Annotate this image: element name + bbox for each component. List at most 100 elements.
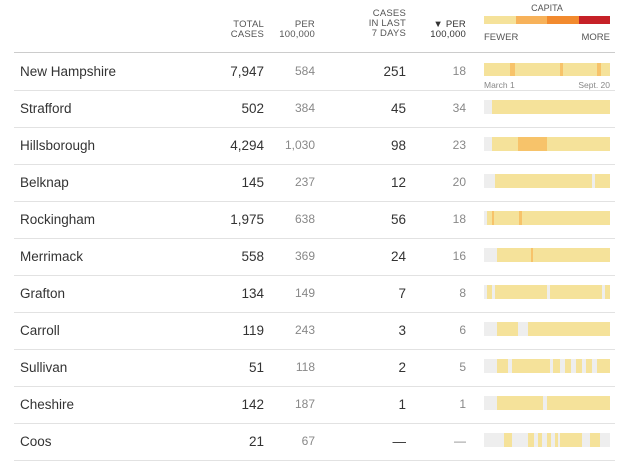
table-row: Hillsborough 4,294 1,030 98 23 bbox=[14, 127, 615, 165]
row-heat-strip bbox=[484, 359, 610, 373]
row-per-100k: 584 bbox=[294, 64, 315, 78]
row-cases-last-7-days: 7 bbox=[398, 286, 406, 301]
heat-strip-segment bbox=[504, 433, 512, 447]
table-row: Belknap 145 237 12 20 bbox=[14, 164, 615, 202]
col-per7-line1: ▼ PER bbox=[433, 19, 466, 30]
row-total-cases: 51 bbox=[248, 360, 264, 375]
heat-strip-segment bbox=[592, 359, 598, 373]
heat-strip-segment bbox=[491, 211, 495, 225]
row-total-cases: 4,294 bbox=[230, 138, 264, 153]
heat-strip-segment bbox=[510, 63, 515, 76]
row-cases-last-7-days: 1 bbox=[398, 397, 406, 412]
row-heat-strip bbox=[484, 285, 610, 299]
heat-strip-segment bbox=[549, 285, 603, 299]
row-total-cases: 1,975 bbox=[230, 212, 264, 227]
col-total-line1: TOTAL bbox=[233, 19, 264, 30]
row-cases-last-7-days: 251 bbox=[383, 64, 406, 79]
heat-strip-segment bbox=[496, 322, 518, 336]
heat-strip-segment bbox=[511, 359, 550, 373]
row-cases-last-7-days: 24 bbox=[390, 249, 406, 264]
heat-strip-segment bbox=[496, 359, 508, 373]
heat-strip-segment bbox=[534, 433, 539, 447]
heat-strip-segment bbox=[518, 137, 547, 151]
col-cases-last-7-days[interactable]: CASES IN LAST 7 DAYS bbox=[356, 9, 406, 39]
heat-strip-segment bbox=[599, 433, 610, 447]
legend-color-scale bbox=[484, 16, 610, 24]
table-row: Grafton 134 149 7 8 bbox=[14, 275, 615, 313]
heat-strip-segment bbox=[554, 433, 559, 447]
heat-strip-segment bbox=[496, 248, 610, 262]
heat-strip-segment bbox=[570, 359, 576, 373]
col-per-100k-7-days-sorted[interactable]: ▼ PER 100,000 bbox=[416, 20, 466, 40]
heat-strip-segment bbox=[538, 433, 542, 447]
row-name: Strafford bbox=[20, 101, 72, 116]
row-cases-last-7-days: 2 bbox=[398, 360, 406, 375]
heat-strip-segment bbox=[519, 211, 522, 225]
col-per7-line2: 100,000 bbox=[430, 29, 466, 40]
heat-strip-segment bbox=[559, 63, 564, 76]
col-per-100k[interactable]: PER 100,000 bbox=[266, 20, 315, 40]
row-cases-last-7-days: 56 bbox=[390, 212, 406, 227]
heat-strip-segment bbox=[594, 174, 610, 188]
col-last7-line3: 7 DAYS bbox=[371, 28, 406, 39]
row-per-100k-7-days: 34 bbox=[452, 101, 466, 115]
row-cases-last-7-days: 3 bbox=[398, 323, 406, 338]
legend-more-label: MORE bbox=[581, 32, 611, 43]
row-heat-strip bbox=[484, 63, 610, 77]
row-per-100k-7-days: 18 bbox=[452, 64, 466, 78]
table-row: Strafford 502 384 45 34 bbox=[14, 90, 615, 128]
row-total-cases: 502 bbox=[241, 101, 264, 116]
row-name: Rockingham bbox=[20, 212, 96, 227]
heat-strip-segment bbox=[543, 396, 547, 410]
row-heat-strip bbox=[484, 322, 610, 336]
heat-strip-segment bbox=[528, 322, 610, 336]
heat-strip-segment bbox=[597, 63, 602, 76]
row-name: Sullivan bbox=[20, 360, 68, 375]
row-name: Cheshire bbox=[20, 397, 75, 412]
table-row: Cheshire 142 187 1 1 bbox=[14, 386, 615, 424]
row-per-100k-7-days: 1 bbox=[459, 397, 466, 411]
heat-strip-segment bbox=[484, 396, 497, 410]
row-per-100k-7-days: 18 bbox=[452, 212, 466, 226]
heat-strip-segment bbox=[491, 100, 610, 114]
legend-swatch-3 bbox=[547, 16, 579, 24]
heat-strip-segment bbox=[564, 359, 571, 373]
legend-swatch-1 bbox=[484, 16, 516, 24]
header-divider bbox=[14, 52, 615, 53]
row-per-100k-7-days: 8 bbox=[459, 286, 466, 300]
row-per-100k: 1,030 bbox=[284, 138, 315, 152]
row-total-cases: 558 bbox=[241, 249, 264, 264]
row-total-cases: 21 bbox=[248, 434, 264, 449]
row-name: Carroll bbox=[20, 323, 60, 338]
col-last7-line2: IN LAST bbox=[368, 18, 406, 29]
row-per-100k-7-days: 20 bbox=[452, 175, 466, 189]
row-per-100k: 237 bbox=[294, 175, 315, 189]
col-total-cases[interactable]: TOTAL CASES bbox=[216, 20, 264, 40]
row-total-cases: 145 bbox=[241, 175, 264, 190]
row-per-100k: 149 bbox=[294, 286, 315, 300]
heat-strip-segment bbox=[484, 63, 610, 76]
heat-strip-segment bbox=[586, 359, 593, 373]
heat-strip-segment bbox=[491, 137, 518, 151]
row-total-cases: 7,947 bbox=[230, 64, 264, 79]
row-cases-last-7-days: 12 bbox=[390, 175, 406, 190]
row-per-100k: 369 bbox=[294, 249, 315, 263]
heat-strip-segment bbox=[486, 211, 610, 225]
legend-swatch-2 bbox=[515, 16, 547, 24]
row-per-100k: 384 bbox=[294, 101, 315, 115]
row-name: Hillsborough bbox=[20, 138, 96, 153]
table-row: Coos 21 67 — — bbox=[14, 423, 615, 461]
heat-strip-segment bbox=[550, 433, 555, 447]
row-name: Grafton bbox=[20, 286, 66, 301]
legend-title: CAPITA bbox=[531, 3, 563, 13]
table-row: Carroll 119 243 3 6 bbox=[14, 312, 615, 350]
row-per-100k-7-days: 6 bbox=[459, 323, 466, 337]
row-cases-last-7-days: 98 bbox=[390, 138, 406, 153]
heat-strip-segment bbox=[491, 285, 496, 299]
row-name: Coos bbox=[20, 434, 52, 449]
heat-strip-segment bbox=[547, 433, 551, 447]
state-row: New Hampshire 7,947 584 251 18 bbox=[14, 53, 615, 91]
row-per-100k: 67 bbox=[301, 434, 315, 448]
heat-strip-segment bbox=[559, 433, 583, 447]
heat-strip-segment bbox=[558, 433, 560, 447]
